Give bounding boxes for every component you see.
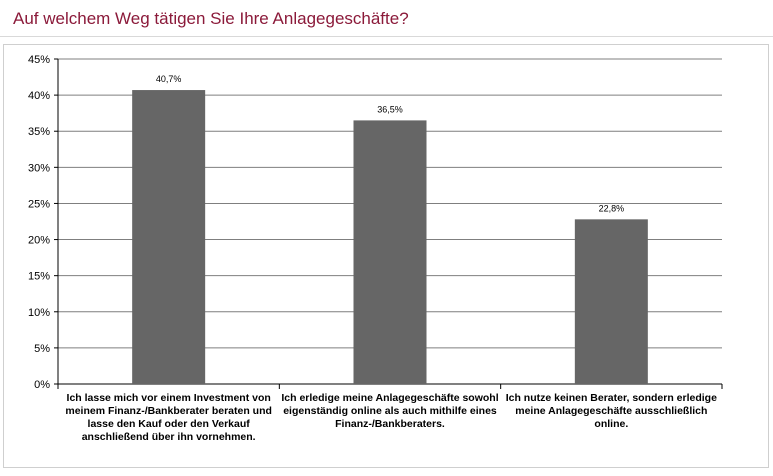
y-tick-label: 45%: [28, 54, 50, 66]
chart-frame: [3, 44, 769, 468]
y-tick-label: 10%: [28, 307, 50, 319]
bar: [353, 120, 427, 384]
data-label: 40,7%: [156, 74, 182, 84]
data-label: 36,5%: [377, 104, 403, 114]
y-tick-label: 40%: [28, 90, 50, 102]
y-tick-label: 15%: [28, 271, 50, 283]
bar: [132, 90, 206, 385]
y-tick-label: 0%: [34, 379, 50, 391]
y-tick-label: 35%: [28, 126, 50, 138]
x-category-label: Ich nutze keinen Berater, sondern erledi…: [505, 392, 717, 430]
data-label: 22,8%: [599, 203, 625, 213]
y-tick-label: 30%: [28, 162, 50, 174]
x-category-label: Ich lasse mich vor einem Investment von …: [65, 392, 272, 443]
y-tick-label: 5%: [34, 343, 50, 355]
chart-title: Auf welchem Weg tätigen Sie Ihre Anlageg…: [13, 9, 409, 28]
bar: [574, 219, 648, 384]
y-tick-label: 25%: [28, 198, 50, 210]
y-tick-label: 20%: [28, 235, 50, 247]
title-divider: [0, 36, 773, 37]
x-category-label: Ich erledige meine Anlagegeschäfte sowoh…: [281, 392, 499, 430]
